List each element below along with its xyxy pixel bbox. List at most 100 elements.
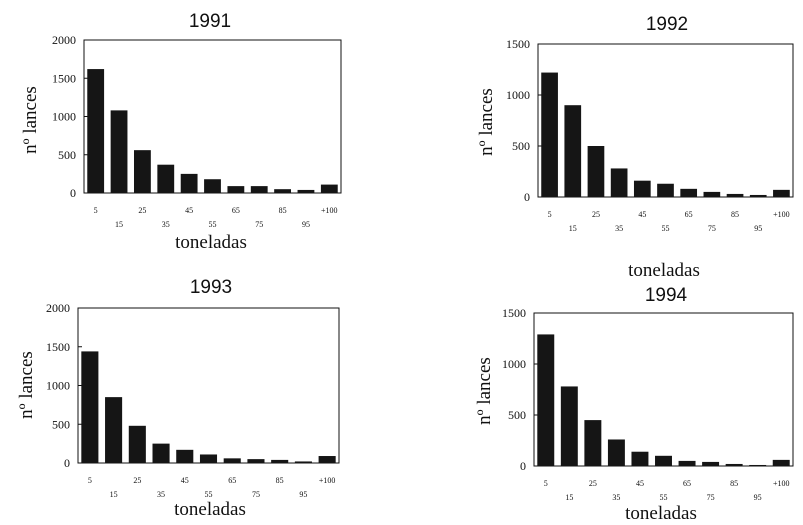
y-tick-label: 500 (512, 139, 530, 153)
x-tick-label: 65 (228, 476, 236, 485)
bar-+100 (318, 456, 336, 463)
x-tick-label: +100 (773, 210, 790, 219)
x-axis-label: toneladas (174, 499, 246, 520)
x-tick-label: 55 (205, 490, 213, 499)
y-axis-label: nº lances (474, 357, 495, 425)
bar-65 (227, 186, 245, 193)
bar-85 (725, 463, 743, 466)
y-tick-label: 1000 (502, 357, 526, 371)
y-tick-label: 1000 (52, 110, 76, 124)
bar-+100 (773, 189, 790, 197)
chart-panel-1991: 1991 0 500 1000 1500 2000 5 15 25 35 45 55 65 75 85 95 +… (20, 11, 342, 253)
bar-5 (537, 334, 555, 466)
bar-75 (250, 186, 268, 193)
y-axis-label: nº lances (476, 88, 497, 156)
x-tick-label: 5 (548, 210, 552, 219)
bar-65 (223, 458, 241, 463)
bar-15 (105, 397, 123, 463)
x-tick-label: 45 (181, 476, 189, 485)
x-tick-label: 95 (754, 493, 762, 502)
x-tick-label: 45 (638, 210, 646, 219)
chart-panel-1993: 1993 0 500 1000 1500 2000 5 15 25 35 45 55 65 75 85 95 +… (16, 277, 340, 520)
y-tick-label: 1500 (506, 37, 530, 51)
chart-title: 1992 (646, 14, 688, 35)
x-axis-label: toneladas (175, 232, 247, 253)
y-tick-label: 2000 (52, 33, 76, 47)
x-tick-label: 75 (708, 224, 716, 233)
bar-55 (204, 179, 221, 193)
bar-+100 (320, 184, 338, 193)
x-tick-label: 65 (232, 206, 240, 215)
y-tick-label: 1500 (52, 71, 76, 85)
x-tick-label: 25 (592, 210, 600, 219)
bar-35 (152, 443, 170, 463)
bar-45 (633, 180, 651, 197)
bar-35 (607, 439, 625, 466)
x-tick-label: 95 (299, 490, 307, 499)
x-tick-label: 45 (185, 206, 193, 215)
bar-25 (587, 146, 605, 197)
bar-25 (584, 420, 602, 466)
bar-85 (271, 459, 289, 463)
bar-85 (274, 189, 292, 193)
bar-5 (541, 72, 558, 197)
y-tick-label: 2000 (46, 301, 70, 315)
bar-95 (749, 194, 767, 197)
bar-25 (128, 425, 146, 463)
x-tick-label: 15 (110, 490, 118, 499)
x-tick-label: 25 (133, 476, 141, 485)
bar-45 (180, 173, 198, 193)
x-tick-label: 25 (589, 479, 597, 488)
x-tick-label: 5 (94, 206, 98, 215)
x-tick-label: 85 (730, 479, 738, 488)
x-tick-label: 55 (209, 220, 217, 229)
chart-panel-1994: 1994 0 500 1000 1500 5 15 25 35 45 55 65 75 85 95 +100 t… (474, 285, 794, 524)
x-tick-label: 75 (255, 220, 263, 229)
x-tick-label: 35 (612, 493, 620, 502)
x-tick-label: 85 (731, 210, 739, 219)
y-axis-label: nº lances (20, 86, 41, 154)
x-tick-label: +100 (319, 476, 336, 485)
y-tick-label: 1500 (46, 340, 70, 354)
y-tick-label: 1000 (46, 379, 70, 393)
chart-title: 1994 (645, 285, 688, 306)
bar-55 (655, 455, 672, 466)
bar-35 (610, 168, 628, 197)
bar-35 (157, 164, 175, 193)
bar-5 (81, 351, 99, 463)
x-tick-label: 75 (707, 493, 715, 502)
x-tick-label: 85 (276, 476, 284, 485)
y-tick-label: 0 (520, 459, 526, 473)
bar-65 (678, 460, 696, 466)
x-tick-label: 5 (544, 479, 548, 488)
bar-15 (110, 110, 128, 193)
bar-75 (247, 459, 265, 463)
bar-45 (176, 449, 194, 463)
x-tick-label: 15 (115, 220, 123, 229)
bar-95 (749, 464, 767, 466)
x-tick-label: 65 (683, 479, 691, 488)
x-tick-label: 25 (138, 206, 146, 215)
x-tick-label: 35 (157, 490, 165, 499)
x-tick-label: 55 (662, 224, 670, 233)
bar-45 (631, 451, 649, 466)
y-tick-label: 1500 (502, 306, 526, 320)
x-tick-label: 65 (685, 210, 693, 219)
x-tick-label: 45 (636, 479, 644, 488)
bar-5 (87, 69, 105, 193)
bar-75 (703, 191, 721, 197)
y-tick-label: 500 (52, 417, 70, 431)
y-tick-label: 0 (64, 456, 70, 470)
bar-55 (199, 454, 218, 463)
chart-title: 1991 (189, 11, 231, 32)
x-tick-label: +100 (321, 206, 338, 215)
y-tick-label: 0 (524, 190, 530, 204)
chart-title: 1993 (190, 277, 232, 298)
bar-15 (560, 386, 578, 466)
x-tick-label: 85 (279, 206, 287, 215)
y-axis-label: nº lances (16, 351, 37, 419)
y-tick-label: 500 (58, 148, 76, 162)
x-tick-label: 55 (660, 493, 668, 502)
x-tick-label: +100 (773, 479, 790, 488)
